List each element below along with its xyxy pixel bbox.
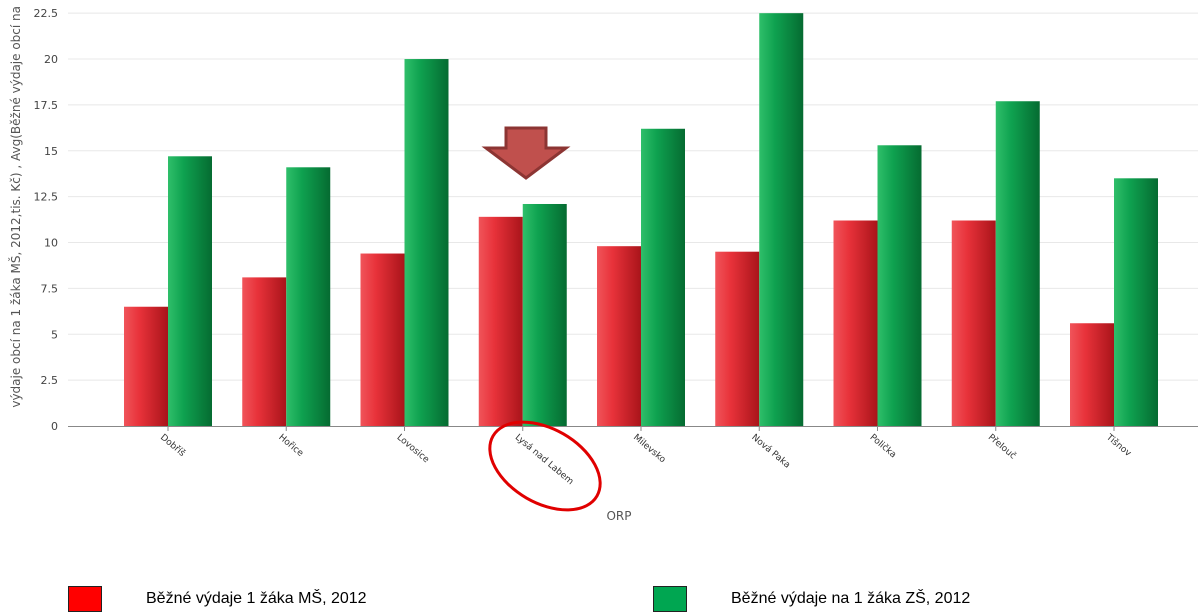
x-tick-label: Dobříš	[158, 432, 188, 459]
bar-zs	[877, 145, 922, 426]
y-tick-label: 2.5	[41, 374, 59, 387]
x-tick-label: Hořice	[276, 433, 305, 460]
bar-ms	[951, 220, 996, 426]
y-tick-label: 5	[51, 328, 58, 341]
x-tick-label: Nová Paka	[749, 433, 791, 471]
legend-swatch-ms	[68, 586, 102, 612]
y-tick-label: 10	[44, 237, 58, 250]
bar-zs	[1114, 178, 1158, 426]
bar-ms	[124, 306, 168, 426]
x-tick-label: Přelouč	[986, 432, 1018, 462]
bar-ms	[597, 246, 641, 426]
y-tick-label: 22.5	[34, 7, 59, 20]
bar-ms	[715, 251, 760, 426]
bars	[124, 13, 1158, 427]
y-tick-label: 7.5	[41, 282, 59, 295]
y-tick-label: 0	[51, 420, 58, 433]
bar-zs	[168, 156, 212, 426]
bar-zs	[759, 13, 804, 426]
legend-label-zs: Běžné výdaje na 1 žáka ZŠ, 2012	[731, 590, 971, 607]
legend-label-ms: Běžné výdaje 1 žáka MŠ, 2012	[146, 590, 367, 607]
bar-ms	[478, 216, 523, 426]
y-tick-label: 15	[44, 145, 58, 158]
bar-zs	[641, 128, 685, 427]
x-axis-title: ORP	[606, 509, 631, 523]
bar-chart: 0 2.5 5 7.5 10 12.5 15 17.5 20 22.5 Dobříš Hořice L…	[8, 6, 1198, 523]
bar-zs	[522, 203, 567, 426]
y-axis-title: výdaje obcí na 1 žáka MŠ, 2012,tis. Kč) …	[8, 6, 23, 408]
y-tick-label: 20	[44, 53, 58, 66]
x-tick-label: Milevsko	[631, 433, 667, 466]
x-tick-label: Lysá nad Labem	[513, 433, 575, 488]
bar-ms	[1070, 323, 1114, 426]
x-tick-label: Tišnov	[1103, 431, 1134, 459]
bar-ms	[242, 277, 287, 426]
bar-zs	[995, 101, 1040, 427]
bar-zs	[404, 59, 449, 426]
bar-ms	[833, 220, 878, 426]
legend-item-ms: Běžné výdaje 1 žáka MŠ, 2012	[68, 586, 367, 612]
x-axis-labels: Dobříš Hořice Lovosice Lysá nad Labem Milevs…	[158, 426, 1134, 487]
x-tick-label: Polička	[868, 432, 899, 460]
legend-swatch-zs	[653, 586, 687, 612]
bar-zs	[286, 167, 331, 426]
y-axis-ticks: 0 2.5 5 7.5 10 12.5 15 17.5 20 22.5	[34, 7, 59, 433]
highlight-ellipse	[488, 420, 602, 512]
legend-item-zs: Běžné výdaje na 1 žáka ZŠ, 2012	[653, 586, 970, 612]
bar-ms	[360, 253, 405, 426]
y-tick-label: 12.5	[34, 191, 59, 204]
highlight-arrow-icon	[481, 126, 571, 180]
x-tick-label: Lovosice	[395, 433, 432, 466]
y-tick-label: 17.5	[34, 99, 59, 112]
